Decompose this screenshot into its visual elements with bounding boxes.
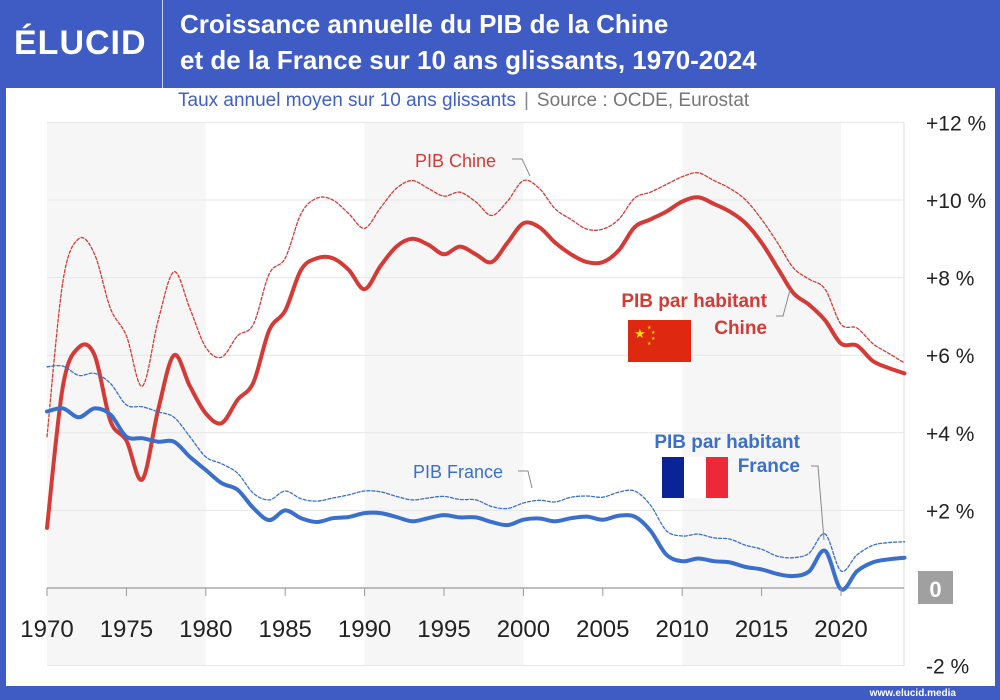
y-tick-label: 0: [929, 577, 941, 602]
x-tick-label: 2015: [735, 616, 788, 643]
series-line-pib-par-habitant-chine: [45, 195, 907, 530]
svg-text:★: ★: [634, 326, 646, 341]
x-tick-label: 2010: [656, 616, 709, 643]
chart-title: Croissance annuelle du PIB de la Chine e…: [180, 6, 757, 78]
header-divider: [162, 0, 163, 88]
label-pib-habitant-chine-1: PIB par habitant: [621, 291, 767, 312]
y-tick-label: +10 %: [926, 190, 986, 213]
footer-url[interactable]: www.elucid.media: [869, 688, 956, 699]
subtitle-text: Taux annuel moyen sur 10 ans glissants: [178, 90, 516, 111]
series-line-pib-france: [46, 364, 906, 573]
elucid-logo: ÉLUCID: [14, 24, 147, 62]
zero-label-box: [918, 571, 953, 604]
y-tick-label: +12 %: [926, 112, 986, 135]
y-tick-label: +8 %: [926, 268, 974, 291]
subtitle: Taux annuel moyen sur 10 ans glissants | S…: [178, 90, 749, 112]
x-tick-label: 1980: [179, 616, 232, 643]
svg-text:★: ★: [647, 341, 652, 347]
source-text: Source : OCDE, Eurostat: [536, 90, 750, 111]
title-line-1: Croissance annuelle du PIB de la Chine: [180, 9, 669, 39]
y-tick-label: +6 %: [926, 345, 974, 368]
svg-text:★: ★: [651, 336, 656, 342]
label-pib-chine: PIB Chine: [415, 151, 496, 171]
svg-text:★: ★: [651, 330, 656, 336]
leader-line: [518, 470, 533, 489]
x-tick-label: 2005: [576, 616, 629, 643]
y-tick-label: +2 %: [926, 500, 974, 523]
decade-band: [364, 122, 524, 666]
series-line-pib-chine: [46, 172, 906, 438]
title-line-2: et de la France sur 10 ans glissants, 19…: [180, 45, 757, 75]
header: ÉLUCID Croissance annuelle du PIB de la …: [0, 0, 1000, 88]
leader-line: [512, 158, 531, 177]
label-pib-habitant-france-1: PIB par habitant: [654, 432, 800, 453]
leader-line: [811, 465, 825, 541]
svg-text:★: ★: [647, 325, 652, 331]
x-tick-label: 1985: [259, 616, 312, 643]
label-pib-habitant-chine-2: Chine: [714, 318, 767, 339]
decade-band: [47, 122, 206, 666]
x-tick-label: 2000: [497, 616, 550, 643]
label-pib-habitant-france-2: France: [738, 456, 800, 477]
x-tick-label: 2020: [814, 616, 867, 643]
x-tick-label: 1975: [100, 616, 153, 643]
france-flag-icon: [662, 457, 728, 498]
x-tick-label: 1995: [417, 616, 470, 643]
x-tick-label: 1970: [20, 616, 73, 643]
decade-band: [682, 122, 841, 666]
label-pib-france: PIB France: [413, 462, 503, 482]
x-tick-label: 1990: [338, 616, 391, 643]
leader-line: [776, 289, 791, 317]
subtitle-separator: |: [523, 90, 529, 111]
y-tick-label: +4 %: [926, 423, 974, 446]
y-tick-label: -2 %: [926, 656, 969, 679]
china-flag-icon: ★ ★ ★ ★ ★: [628, 320, 691, 362]
series-line-pib-par-habitant-france: [45, 406, 907, 592]
